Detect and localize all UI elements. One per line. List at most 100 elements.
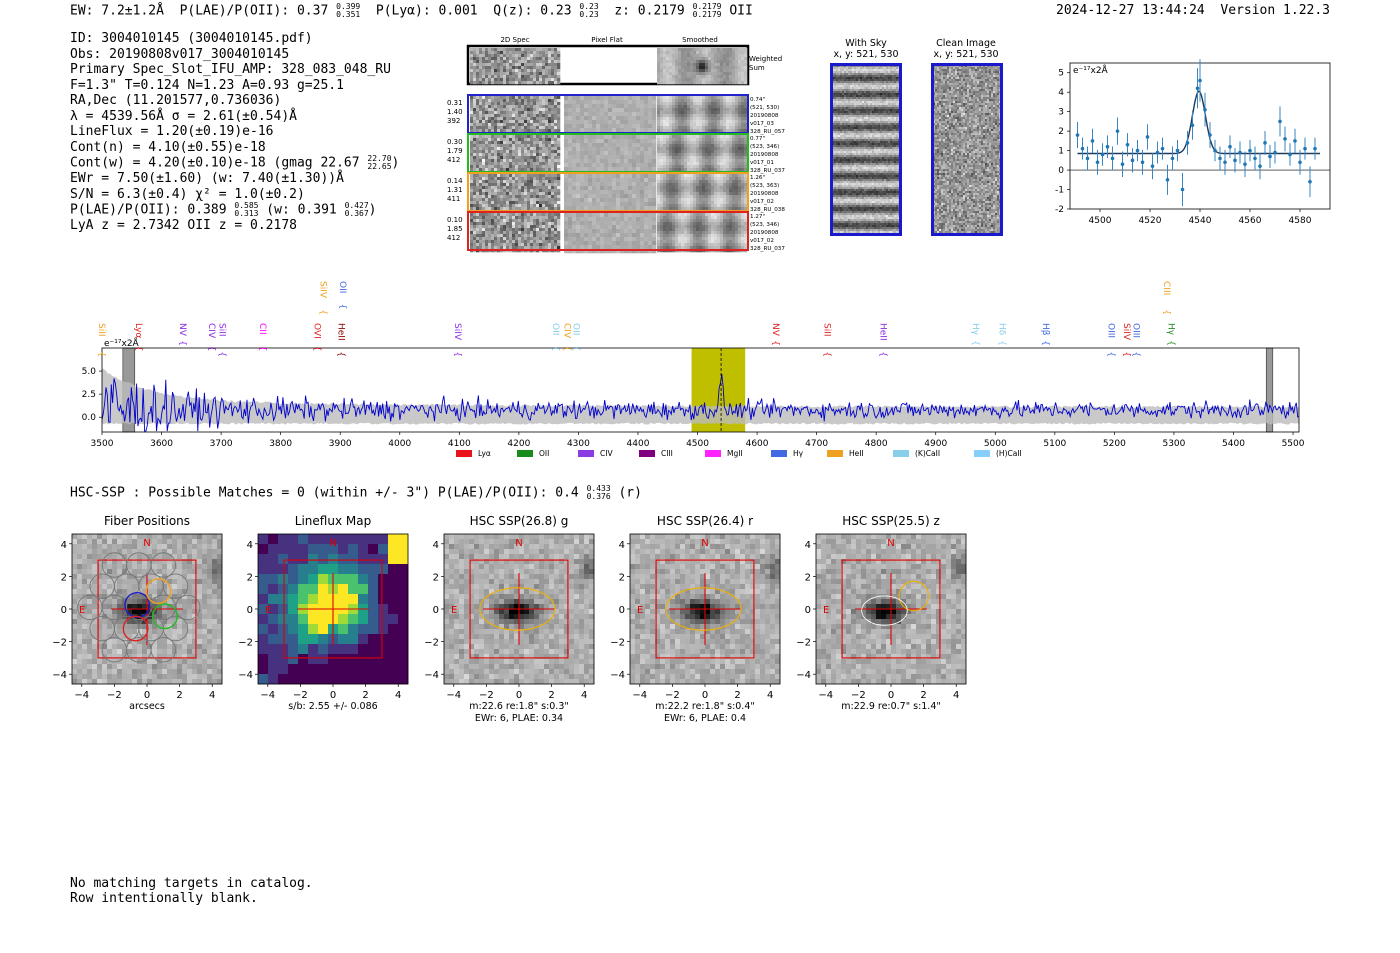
fiber-circle xyxy=(162,573,189,599)
line-label-text: SiIV xyxy=(452,323,462,341)
hsc-ytick-label: 4 xyxy=(61,540,67,551)
fit-data-point xyxy=(1085,156,1090,161)
hsc-panel: Fiber Positions N E −4 −4 −2 −2 0 0 2 2 4 4 arcsecs xyxy=(52,514,223,712)
fit-unit-label: e⁻¹⁷x2Å xyxy=(1073,64,1109,76)
line-label-brace: { xyxy=(996,340,1006,346)
header-plae-hi: 0.399 xyxy=(336,2,361,11)
cutout-row-meta: 20190808 xyxy=(750,152,779,158)
hsc-panel-subtitle: m:22.6 re:1.8" s:0.3" xyxy=(469,701,569,712)
fit-data-point xyxy=(1283,137,1287,141)
source-ellipse xyxy=(665,587,742,631)
fit-data-point xyxy=(1075,133,1080,137)
fit-data-point xyxy=(1185,141,1190,145)
noise-pixels xyxy=(72,534,223,685)
line-label: CIV { xyxy=(562,323,572,352)
line-label: OII { xyxy=(337,281,347,310)
header-qz-hi: 0.23 xyxy=(579,2,599,11)
catalog-note: No matching targets in catalog. Row inte… xyxy=(70,876,313,906)
cutout-row-value: 1.79 xyxy=(447,147,463,155)
noise-pixels xyxy=(657,174,748,214)
info-radec: RA,Dec (11.201577,0.736036) xyxy=(70,93,282,108)
search-box xyxy=(283,559,383,659)
plae2-wlo: 0.367 xyxy=(344,209,369,218)
line-label-text: Hγ xyxy=(970,323,980,336)
header-z-suffix: OII xyxy=(729,3,753,19)
catalog-note-line1: No matching targets in catalog. xyxy=(70,876,313,891)
hsc-xtick-label: −4 xyxy=(632,690,647,701)
cutout-row-frame xyxy=(467,211,749,251)
line-label-brace: { xyxy=(1105,351,1115,357)
line-label-brace: { xyxy=(770,340,780,346)
hsc-xtick-label: 0 xyxy=(144,690,150,701)
noise-pixels xyxy=(564,174,657,215)
hsc-ytick-label: −4 xyxy=(424,670,439,681)
noise-pixels xyxy=(657,213,748,253)
hsc-ytick-label: 0 xyxy=(247,605,253,616)
east-label: E xyxy=(451,605,457,616)
fit-data-point xyxy=(1203,107,1207,112)
fit-data-point xyxy=(1278,119,1282,124)
info-primary: Primary Spec_Slot_IFU_AMP: 328_083_048_R… xyxy=(70,62,391,77)
hsc-xtick-label: −2 xyxy=(479,690,494,701)
search-box xyxy=(97,559,197,659)
line-label-text: Hβ xyxy=(1040,323,1050,336)
fiber-highlight xyxy=(124,591,151,618)
fit-model-curve xyxy=(1077,90,1320,155)
line-label-text: CIV xyxy=(206,323,216,339)
cutout-row-meta: 328_RU_057 xyxy=(750,129,785,135)
hsc-xtick-label: 4 xyxy=(953,690,959,701)
noise-pixels xyxy=(832,65,901,236)
line-label-text: Hγ xyxy=(1166,323,1176,336)
hsc-panel-title: HSC SSP(25.5) z xyxy=(842,514,940,528)
line-label-brace: { xyxy=(562,346,572,352)
hsc-panel-title: HSC SSP(26.8) g xyxy=(470,514,569,528)
line-label-text: SiII xyxy=(821,323,831,337)
fit-data-point xyxy=(1308,179,1312,184)
line-label-text: OII xyxy=(571,323,581,335)
clean-image-title: Clean Image x, y: 521, 530 xyxy=(923,38,1009,60)
hsc-ytick-label: 2 xyxy=(805,572,811,583)
contw-hi: 22.70 xyxy=(367,154,392,163)
line-label-text: OVI xyxy=(312,323,322,339)
line-label: OIII { xyxy=(1105,323,1115,357)
spec-xtick-label: 3700 xyxy=(210,439,233,449)
info-plae: P(LAE)/P(OII): 0.389 0.585 0.313 (w: 0.39… xyxy=(70,202,399,218)
noise-pixels xyxy=(933,65,1002,236)
fit-data-point xyxy=(1288,152,1292,157)
hsc-panel-subtitle: arcsecs xyxy=(129,701,165,712)
line-label: NV { xyxy=(770,323,780,346)
north-label: N xyxy=(143,538,150,549)
fiber-circle xyxy=(150,552,176,578)
detection-info: ID: 3004010145 (3004010145.pdf) Obs: 201… xyxy=(70,31,399,234)
fiber-highlight xyxy=(145,578,172,604)
cutout-row-value: 0.14 xyxy=(447,177,463,185)
info-params: F=1.3" T=0.124 N=1.23 A=0.93 g=25.1 xyxy=(70,77,344,93)
hsc-summary-suffix: (r) xyxy=(618,485,642,501)
cutout-row-value: 392 xyxy=(447,117,460,125)
legend-swatch xyxy=(893,450,909,457)
hsc-ytick-label: 2 xyxy=(247,572,253,583)
hsc-xtick-label: −4 xyxy=(446,690,461,701)
line-label: OII { xyxy=(550,323,560,352)
legend-swatch xyxy=(578,450,594,457)
line-label-text: NV xyxy=(177,323,187,337)
col-label-pixelflat: Pixel Flat xyxy=(591,36,623,44)
hsc-summary: HSC-SSP : Possible Matches = 0 (within +… xyxy=(70,485,642,501)
hsc-ytick-label: 2 xyxy=(619,572,625,583)
plae2-lo: 0.313 xyxy=(234,209,259,218)
hsc-xtick-label: −2 xyxy=(665,690,680,701)
clean-image-frame xyxy=(931,63,1003,236)
hsc-ytick-label: 4 xyxy=(805,540,811,551)
line-label-brace: { xyxy=(312,346,322,352)
fit-data-point xyxy=(1160,146,1165,151)
plae2-suffix: ) xyxy=(368,202,377,218)
info-obs: Obs: 20190808v017_3004010145 xyxy=(70,46,290,62)
line-label-text: SiIV xyxy=(318,281,328,299)
noise-pixels xyxy=(657,48,748,85)
line-label: Lyα { xyxy=(133,323,143,352)
hsc-summary-hi: 0.433 xyxy=(586,484,611,493)
weighted-sum-label-2: Sum xyxy=(749,64,765,72)
fit-data-point xyxy=(1140,160,1145,165)
spec-xtick-label: 5300 xyxy=(1162,439,1185,449)
